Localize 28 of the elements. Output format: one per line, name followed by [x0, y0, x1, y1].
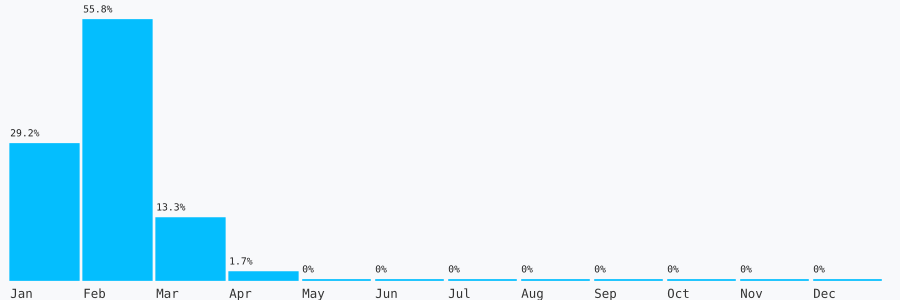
x-tick-label: Dec — [814, 288, 835, 298]
bar — [155, 217, 226, 281]
data-label: 1.7% — [230, 257, 252, 264]
data-label: 0% — [376, 265, 387, 273]
x-tick-label: Apr — [229, 288, 252, 300]
x-tick-label: Sep — [595, 288, 616, 300]
data-label: 0% — [522, 265, 533, 273]
data-label: 0% — [448, 265, 460, 273]
x-tick-label: Jan — [10, 288, 32, 298]
x-tick-label: Jul — [448, 288, 470, 298]
bar — [228, 271, 299, 281]
bar — [9, 143, 80, 281]
x-tick-label: Aug — [521, 288, 543, 300]
data-label: 0% — [594, 265, 606, 273]
data-label: 0% — [302, 265, 314, 273]
data-label: 29.2% — [10, 129, 40, 137]
x-tick-label: Jun — [376, 288, 397, 298]
x-tick-label: Feb — [84, 288, 106, 298]
data-label: 55.8% — [84, 5, 112, 13]
data-label: 0% — [668, 265, 679, 273]
x-tick-label: Oct — [668, 288, 689, 298]
x-tick-label: May — [302, 288, 324, 300]
x-tick-label: Mar — [156, 288, 178, 298]
data-label: 13.3% — [157, 203, 186, 211]
data-label: 0% — [814, 265, 825, 273]
x-tick-label: Nov — [741, 288, 762, 298]
bar — [82, 19, 153, 281]
data-label: 0% — [740, 265, 752, 273]
